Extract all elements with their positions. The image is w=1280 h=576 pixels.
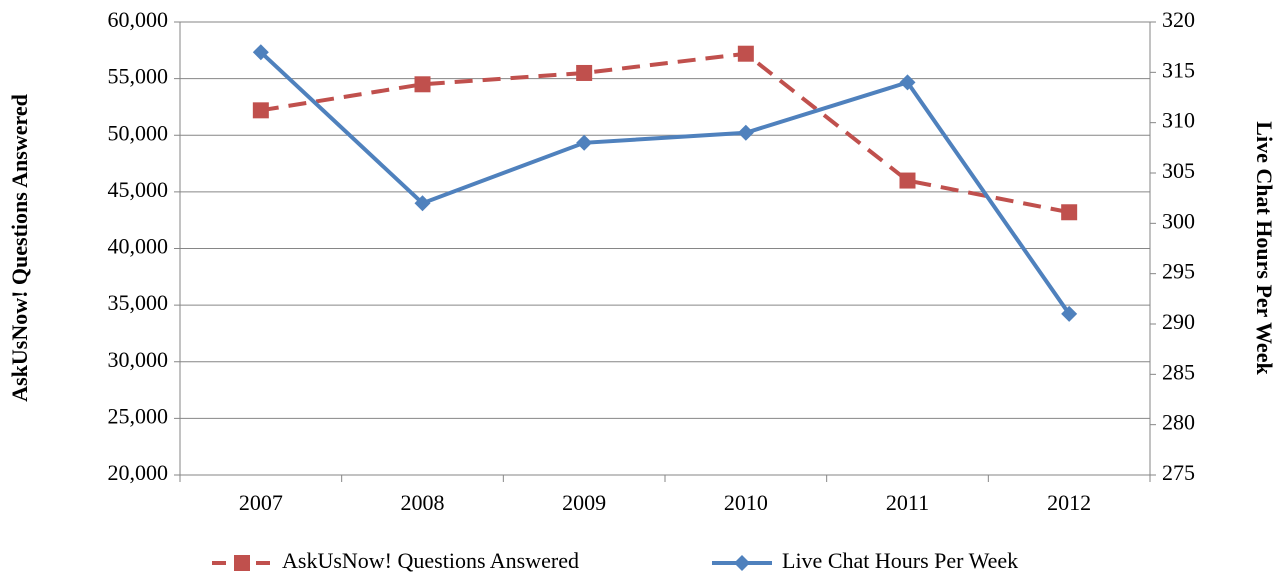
x-tick-label: 2008 — [401, 490, 445, 515]
y2-tick-label: 315 — [1162, 57, 1195, 82]
y2-tick-label: 305 — [1162, 158, 1195, 183]
y-tick-label: 45,000 — [108, 177, 169, 202]
data-point — [899, 74, 916, 91]
y2-tick-label: 285 — [1162, 359, 1195, 384]
y2-tick-label: 275 — [1162, 460, 1195, 485]
x-tick-label: 2011 — [886, 490, 929, 515]
data-point — [576, 134, 593, 151]
legend-label: Live Chat Hours Per Week — [782, 548, 1018, 573]
data-point — [252, 102, 269, 119]
y-tick-label: 20,000 — [108, 460, 169, 485]
data-point — [1061, 305, 1078, 322]
data-point — [414, 195, 431, 212]
y-axis-title: AskUsNow! Questions Answered — [7, 94, 32, 402]
data-point — [414, 76, 431, 93]
data-point — [737, 45, 754, 62]
x-tick-label: 2007 — [239, 490, 283, 515]
y-tick-label: 35,000 — [108, 290, 169, 315]
y-tick-label: 40,000 — [108, 234, 169, 259]
data-point — [737, 124, 754, 141]
y-tick-label: 25,000 — [108, 403, 169, 428]
y2-tick-label: 280 — [1162, 410, 1195, 435]
x-tick-label: 2012 — [1047, 490, 1091, 515]
series-line — [259, 50, 1071, 316]
data-point — [899, 172, 916, 189]
series-line — [260, 51, 1070, 215]
y2-tick-label: 310 — [1162, 108, 1195, 133]
y-tick-label: 60,000 — [108, 7, 169, 32]
x-tick-label: 2010 — [724, 490, 768, 515]
data-point — [252, 44, 269, 61]
y-tick-label: 55,000 — [108, 64, 169, 89]
legend-marker — [234, 555, 250, 571]
y2-tick-label: 295 — [1162, 259, 1195, 284]
y2-tick-label: 290 — [1162, 309, 1195, 334]
y2-tick-label: 300 — [1162, 208, 1195, 233]
x-tick-label: 2009 — [562, 490, 606, 515]
data-point — [576, 64, 593, 81]
y2-axis-title: Live Chat Hours Per Week — [1252, 121, 1277, 375]
legend-marker — [734, 555, 750, 571]
y2-tick-label: 320 — [1162, 7, 1195, 32]
y-tick-label: 30,000 — [108, 347, 169, 372]
legend-label: AskUsNow! Questions Answered — [282, 548, 579, 573]
data-point — [1061, 204, 1078, 221]
y-tick-label: 50,000 — [108, 120, 169, 145]
